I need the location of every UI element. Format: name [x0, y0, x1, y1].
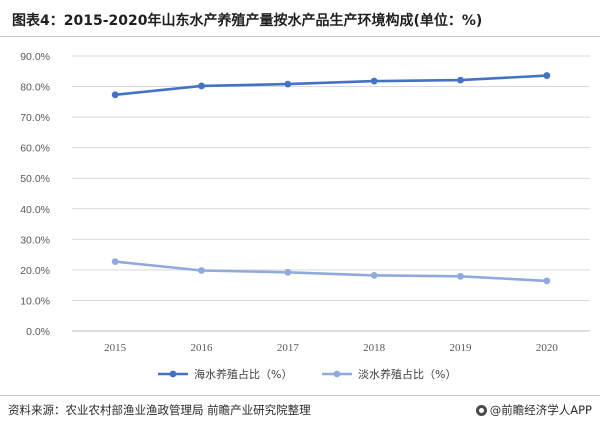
- data-point: [111, 258, 119, 266]
- brand-logo-icon: [475, 404, 487, 416]
- data-point: [457, 76, 464, 84]
- x-tick-label: 2016: [191, 342, 214, 354]
- x-tick-label: 2019: [450, 342, 473, 354]
- legend-swatch-marker: [169, 370, 177, 378]
- series-lines: [111, 72, 551, 285]
- y-tick-label: 20.0%: [20, 265, 50, 277]
- x-tick-label: 2018: [363, 342, 386, 354]
- legend-label: 淡水养殖占比（%）: [358, 367, 456, 381]
- chart-title: 图表4：2015-2020年山东水产养殖产量按水产品生产环境构成(单位：%): [12, 13, 483, 29]
- y-tick-label: 10.0%: [20, 295, 50, 307]
- y-tick-label: 70.0%: [20, 112, 50, 124]
- y-tick-label: 30.0%: [20, 234, 50, 246]
- series-line: [113, 260, 549, 283]
- data-point: [284, 268, 292, 276]
- data-point: [284, 80, 292, 88]
- legend: 海水养殖占比（%） 淡水养殖占比（%）: [158, 367, 456, 381]
- legend-label: 海水养殖占比（%）: [194, 367, 292, 381]
- line-chart: 0.0% 10.0% 20.0% 30.0% 40.0% 50.0% 60.0% 70.0% 8…: [20, 51, 590, 381]
- x-tick-label: 2017: [277, 342, 300, 354]
- x-tick-label: 2015: [104, 342, 127, 354]
- title-divider: [0, 36, 600, 37]
- data-point: [543, 72, 551, 79]
- data-point: [198, 267, 205, 274]
- x-tick-label: 2020: [536, 342, 559, 354]
- brand-label: @前瞻经济学人APP: [489, 403, 592, 417]
- y-tick-label: 0.0%: [26, 326, 50, 338]
- y-tick-label: 60.0%: [20, 143, 50, 155]
- data-point: [370, 271, 378, 279]
- source-note: 资料来源：农业农村部渔业渔政管理局 前瞻产业研究院整理: [8, 403, 311, 417]
- series-line: [113, 74, 549, 97]
- data-point: [370, 77, 378, 85]
- brand-credit: @前瞻经济学人APP: [475, 402, 592, 418]
- y-tick-label: 90.0%: [20, 51, 50, 63]
- data-point: [198, 82, 205, 90]
- y-tick-label: 40.0%: [20, 204, 50, 216]
- y-tick-label: 80.0%: [20, 82, 50, 94]
- data-point: [543, 277, 551, 285]
- data-point: [111, 91, 119, 99]
- data-point: [457, 272, 464, 280]
- footer-divider: [0, 395, 600, 396]
- y-tick-label: 50.0%: [20, 173, 50, 185]
- legend-swatch-marker: [333, 370, 341, 378]
- gridlines: [72, 55, 590, 332]
- y-axis-ticks: 0.0% 10.0% 20.0% 30.0% 40.0% 50.0% 60.0% 70.0% 8…: [20, 51, 50, 338]
- x-axis-ticks: 2015 2016 2017 2018 2019 2020: [104, 342, 558, 354]
